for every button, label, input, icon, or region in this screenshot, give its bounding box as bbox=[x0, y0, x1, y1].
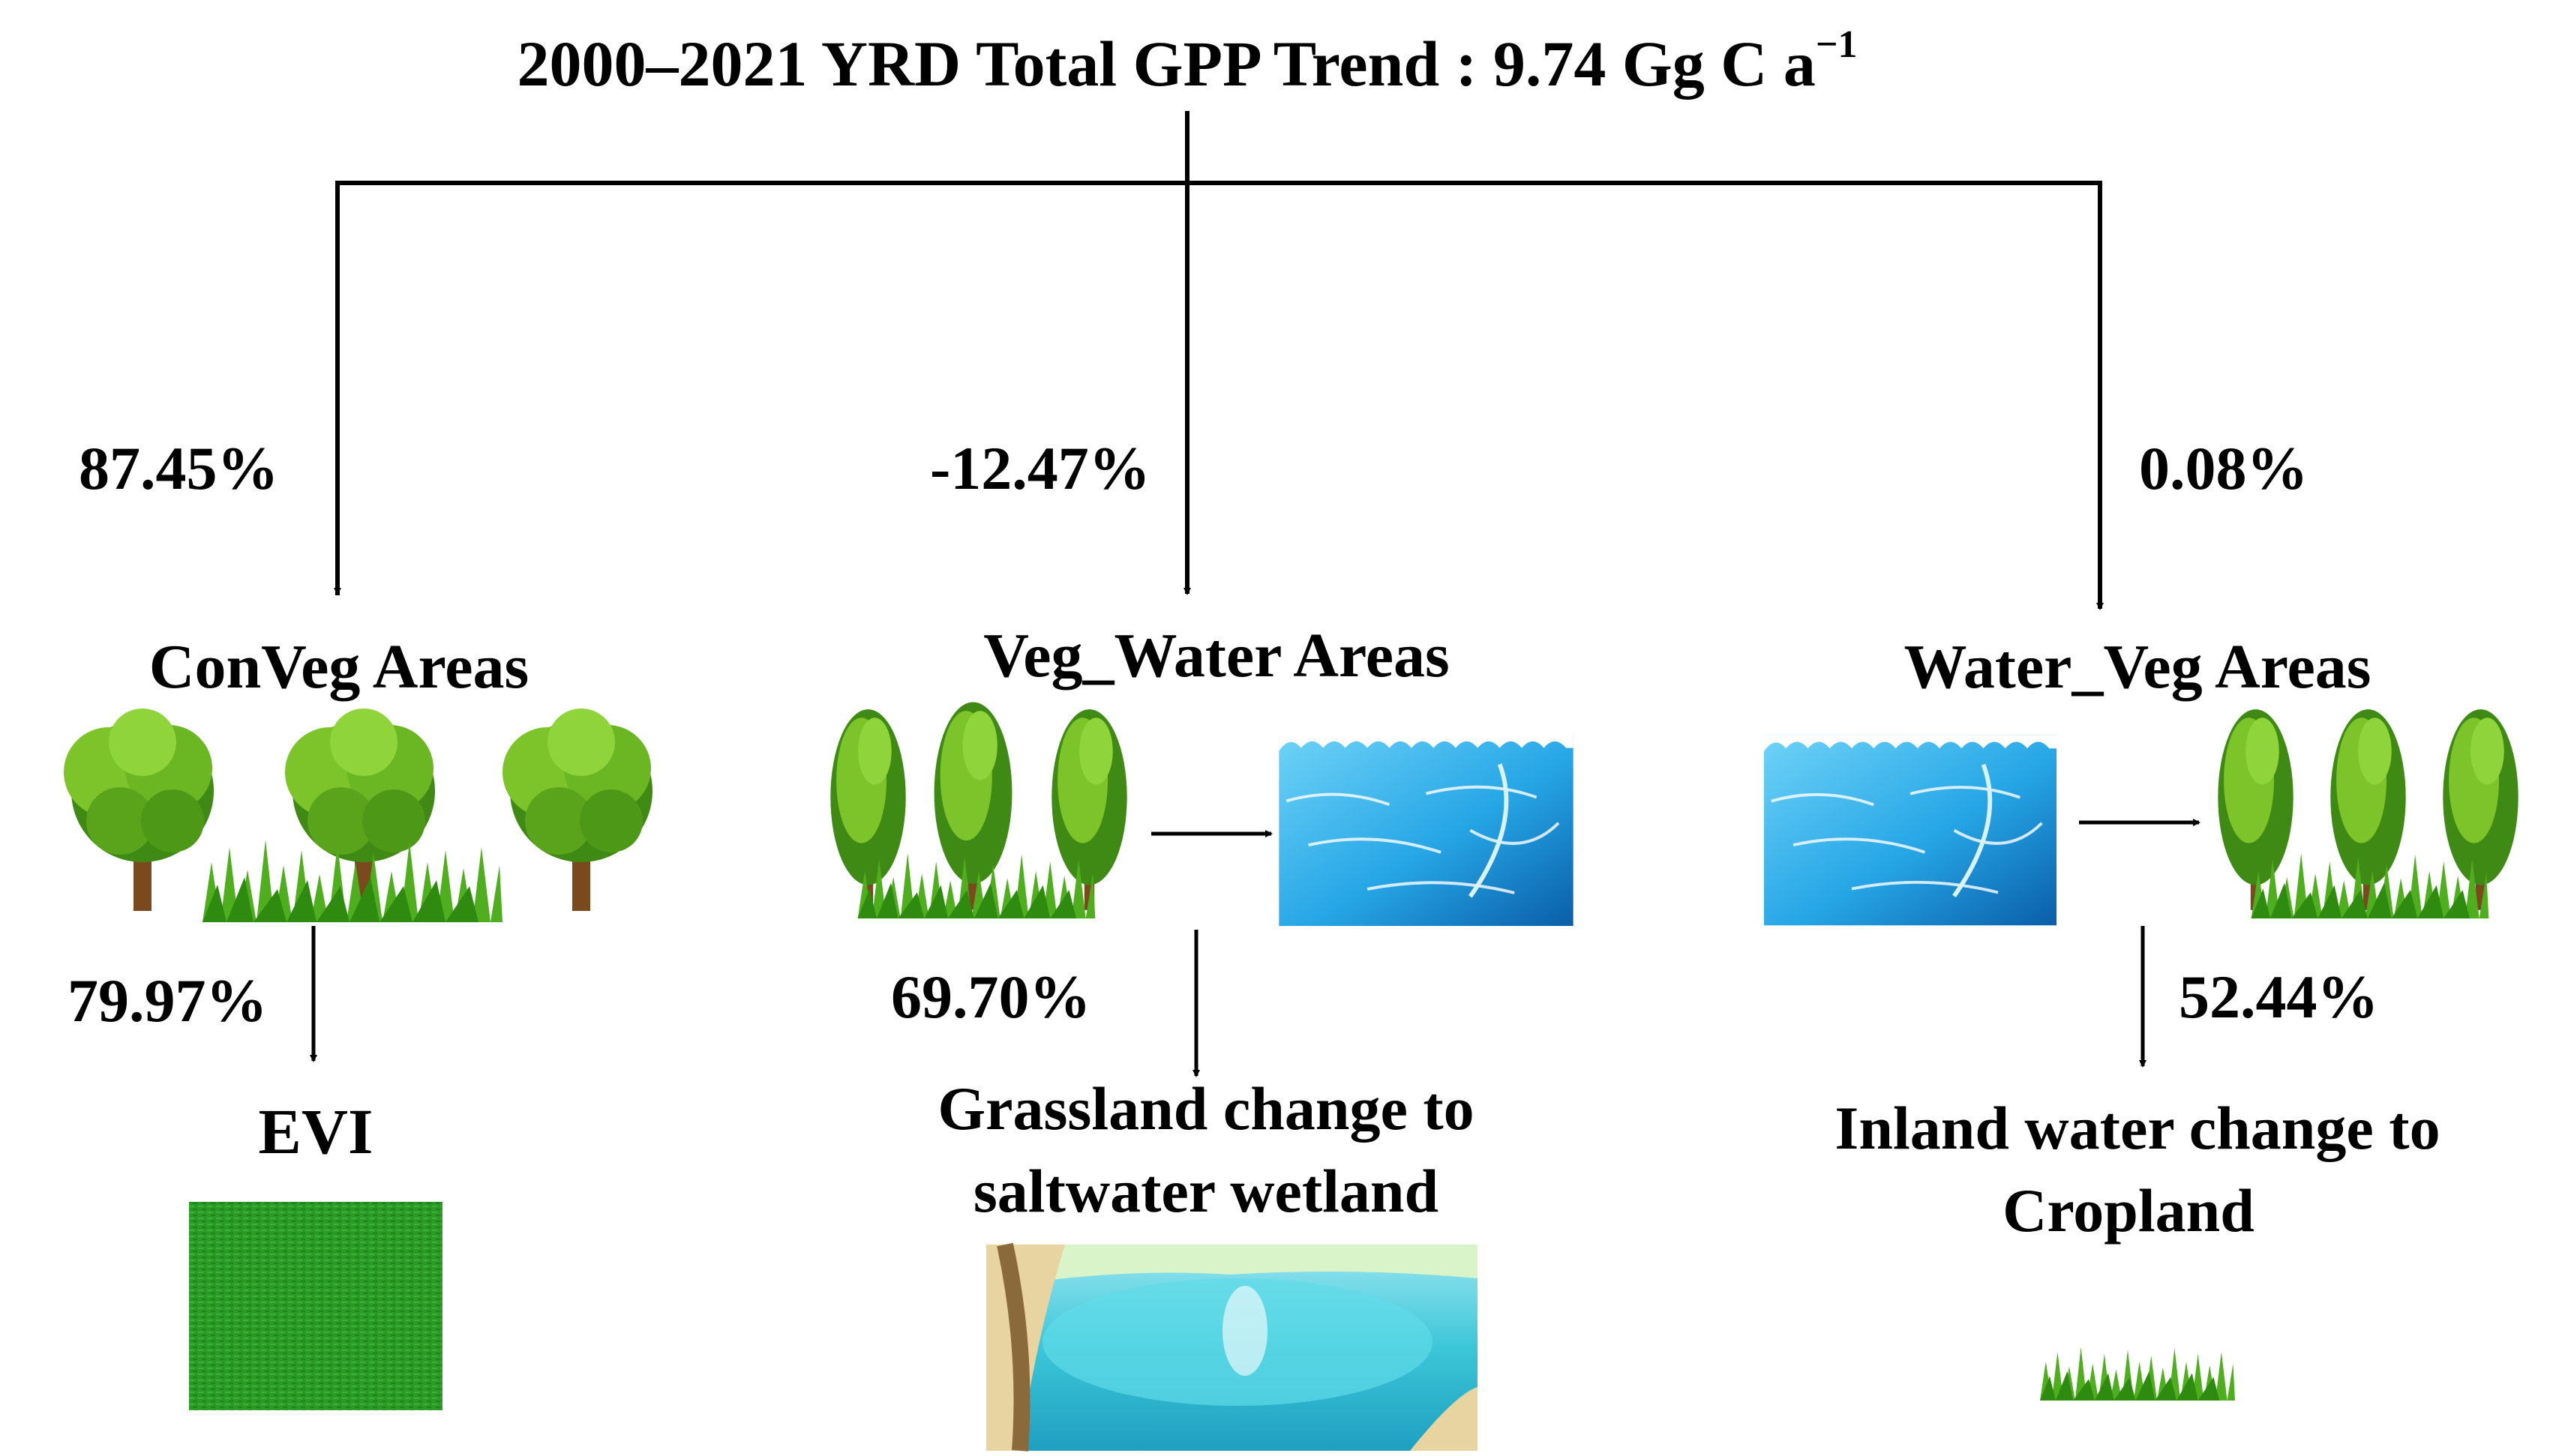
branch-percent: 87.45% bbox=[79, 434, 279, 502]
driver-label: EVI bbox=[258, 1095, 374, 1167]
water-texture bbox=[1764, 735, 2056, 926]
branch-percent: -12.47% bbox=[930, 434, 1150, 502]
sub-percent: 69.70% bbox=[891, 963, 1091, 1031]
tree-icons bbox=[2218, 709, 2518, 918]
tree-icons bbox=[830, 702, 1127, 918]
area-label: Water_Veg Areas bbox=[1904, 632, 2372, 702]
driver-label: saltwater wetland bbox=[973, 1157, 1439, 1225]
lagoon-scene bbox=[986, 1242, 1478, 1452]
branch-percent: 0.08% bbox=[2139, 434, 2308, 502]
evi-texture bbox=[189, 1202, 442, 1410]
area-label: ConVeg Areas bbox=[148, 632, 530, 702]
driver-label: Inland water change to bbox=[1834, 1094, 2440, 1162]
driver-label: Cropland bbox=[2002, 1176, 2254, 1245]
sub-percent: 52.44% bbox=[2179, 963, 2379, 1031]
area-label: Veg_Water Areas bbox=[983, 621, 1450, 691]
grass-strip bbox=[2040, 1347, 2235, 1401]
driver-label: Grassland change to bbox=[938, 1074, 1474, 1143]
water-texture bbox=[1279, 735, 1573, 926]
tree-icons bbox=[64, 709, 652, 922]
diagram-title: 2000–2021 YRD Total GPP Trend : 9.74 Gg … bbox=[517, 23, 1858, 100]
sub-percent: 79.97% bbox=[68, 966, 268, 1035]
